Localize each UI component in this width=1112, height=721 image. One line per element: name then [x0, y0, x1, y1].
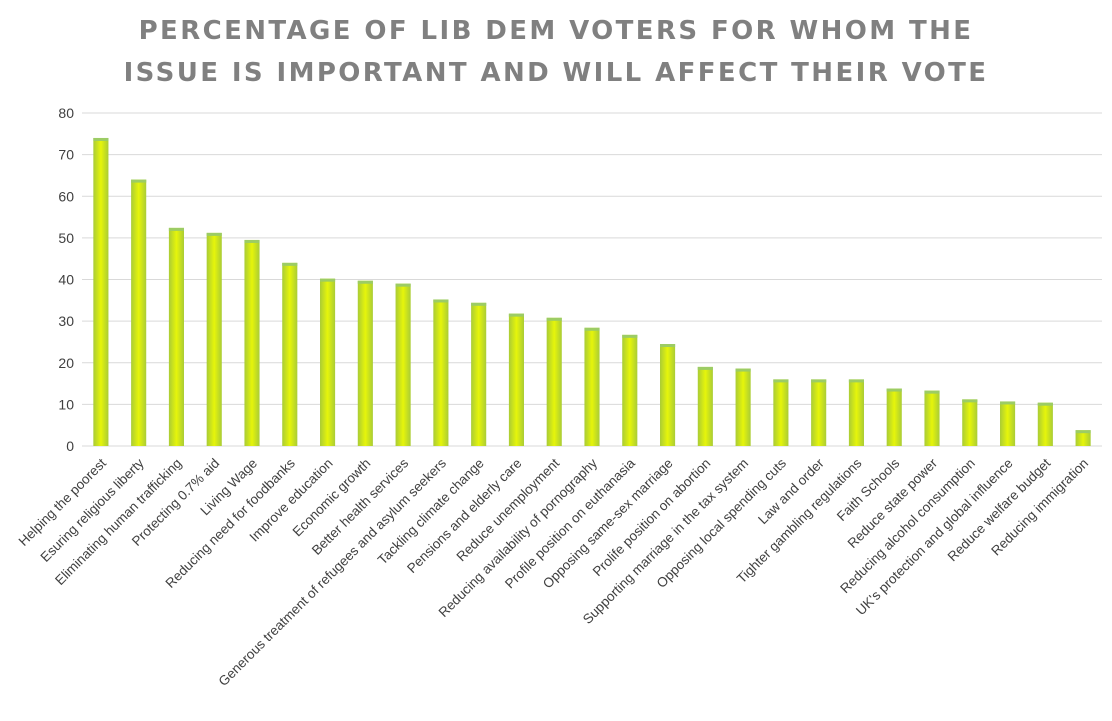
bar: [131, 179, 147, 446]
bar-top-cap: [773, 379, 789, 383]
y-tick-label: 0: [66, 438, 74, 454]
bar-top-cap: [395, 283, 411, 287]
y-tick-label: 60: [58, 188, 74, 204]
y-tick-label: 50: [58, 230, 74, 246]
y-tick-label: 30: [58, 313, 74, 329]
bar-top-cap: [584, 327, 600, 331]
bar: [735, 368, 751, 446]
bar-top-cap: [282, 262, 298, 266]
bars: [93, 137, 1091, 446]
bar-top-cap: [320, 278, 336, 282]
y-tick-label: 20: [58, 355, 74, 371]
bar-top-cap: [1075, 430, 1091, 434]
bar: [357, 280, 373, 446]
bar-top-cap: [433, 299, 449, 303]
chart-title: PERCENTAGE OF LIB DEM VOTERS FOR WHOM TH…: [0, 10, 1112, 94]
x-tick-label: Law and order: [755, 455, 827, 527]
bar: [584, 327, 600, 446]
bar: [206, 232, 222, 446]
bar: [395, 283, 411, 446]
bar: [697, 366, 713, 446]
y-tick-label: 80: [58, 105, 74, 121]
bar: [1075, 430, 1091, 446]
bar: [471, 302, 487, 446]
bar: [282, 262, 298, 446]
bar: [546, 317, 562, 446]
bar-top-cap: [886, 388, 902, 392]
bar-top-cap: [962, 399, 978, 403]
bar-top-cap: [206, 232, 222, 236]
bar: [622, 334, 638, 446]
bar-top-cap: [622, 334, 638, 338]
y-tick-label: 10: [58, 396, 74, 412]
chart-title-line-2: ISSUE IS IMPORTANT AND WILL AFFECT THEIR…: [123, 58, 989, 88]
bar: [433, 299, 449, 446]
bar: [962, 399, 978, 446]
bar: [320, 278, 336, 446]
bar: [244, 239, 260, 446]
bar: [168, 227, 184, 446]
y-tick-label: 70: [58, 147, 74, 163]
y-axis: 0 10 20 30 40 50 60 70 80: [58, 105, 74, 454]
y-tick-label: 40: [58, 272, 74, 288]
bar: [1000, 401, 1016, 446]
bar: [508, 313, 524, 446]
bar-top-cap: [735, 368, 751, 372]
bar-top-cap: [508, 313, 524, 317]
chart-title-line-1: PERCENTAGE OF LIB DEM VOTERS FOR WHOM TH…: [138, 16, 974, 46]
bar-top-cap: [660, 344, 676, 348]
bar-top-cap: [471, 302, 487, 306]
bar-top-cap: [1037, 402, 1053, 406]
bar: [924, 390, 940, 446]
bar-top-cap: [811, 379, 827, 383]
bar: [811, 379, 827, 446]
bar: [886, 388, 902, 446]
bar: [848, 379, 864, 446]
bar-top-cap: [697, 366, 713, 370]
bar-top-cap: [1000, 401, 1016, 405]
bar-top-cap: [924, 390, 940, 394]
bar-top-cap: [848, 379, 864, 383]
bar-top-cap: [357, 280, 373, 284]
bar-top-cap: [546, 317, 562, 321]
bar-top-cap: [168, 227, 184, 231]
bar-top-cap: [131, 179, 147, 183]
bar-top-cap: [244, 239, 260, 243]
bar: [1037, 402, 1053, 446]
bar: [773, 379, 789, 446]
bar: [660, 344, 676, 446]
bar: [93, 137, 109, 446]
bar-top-cap: [93, 137, 109, 141]
